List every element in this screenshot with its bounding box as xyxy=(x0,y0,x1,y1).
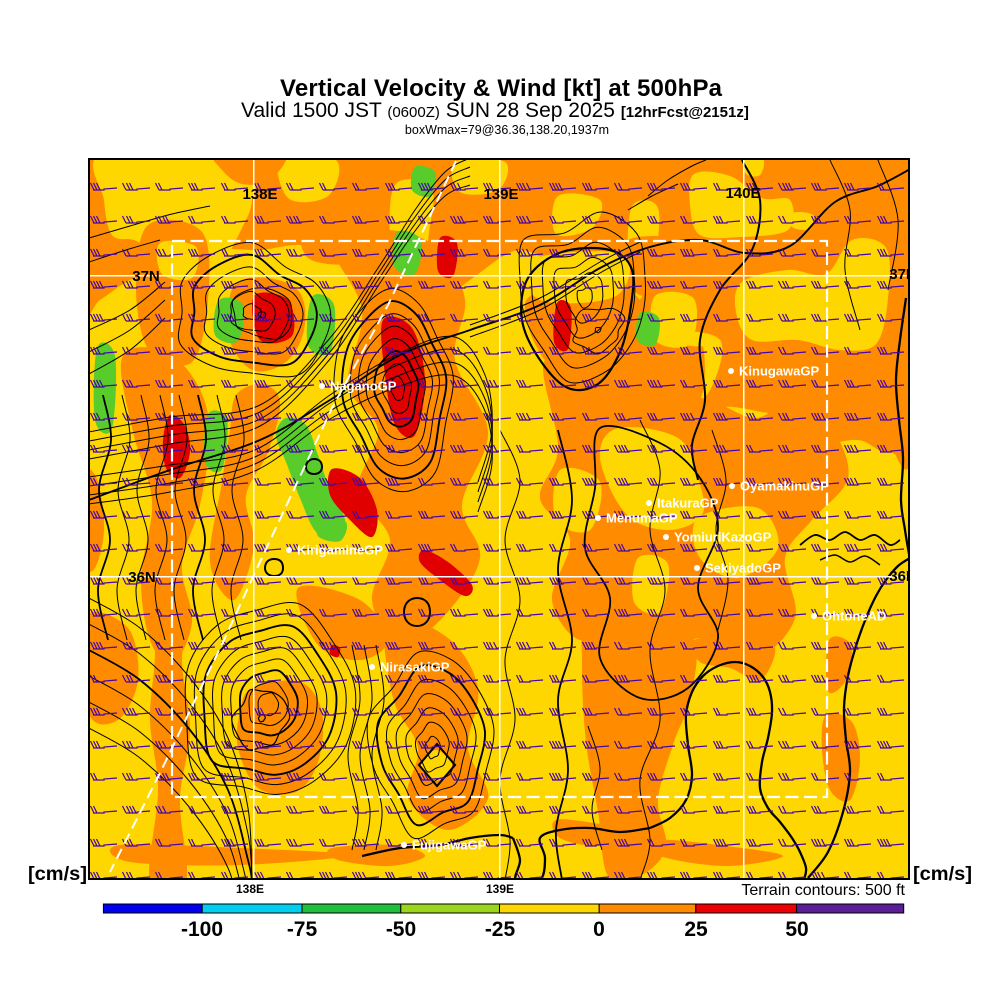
svg-text:-25: -25 xyxy=(485,918,516,941)
svg-text:YomiuriKazoGP: YomiuriKazoGP xyxy=(674,530,772,545)
svg-text:140E: 140E xyxy=(725,185,760,202)
svg-text:OyamakinuGP: OyamakinuGP xyxy=(740,479,829,494)
svg-text:boxWmax=79@36.36,138.20,1937m: boxWmax=79@36.36,138.20,1937m xyxy=(405,123,609,137)
svg-text:NaganoGP: NaganoGP xyxy=(330,379,397,394)
svg-text:0: 0 xyxy=(593,918,605,941)
svg-text:37N: 37N xyxy=(132,268,160,285)
svg-text:25: 25 xyxy=(684,918,708,941)
svg-text:-100: -100 xyxy=(181,918,223,941)
svg-text:Vertical Velocity & Wind [kt]: Vertical Velocity & Wind [kt] at 500hPa xyxy=(280,75,723,102)
svg-text:NirasakiGP: NirasakiGP xyxy=(380,660,450,675)
svg-text:36N: 36N xyxy=(889,568,917,585)
svg-text:Valid 1500 JST (0600Z) SUN 28: Valid 1500 JST (0600Z) SUN 28 Sep 2025 [… xyxy=(241,99,749,122)
svg-text:[cm/s]: [cm/s] xyxy=(28,864,87,885)
svg-text:SekiyadoGP: SekiyadoGP xyxy=(705,561,781,576)
svg-text:36N: 36N xyxy=(128,569,156,586)
svg-text:50: 50 xyxy=(785,918,808,941)
svg-text:138E: 138E xyxy=(236,882,264,896)
svg-text:[cm/s]: [cm/s] xyxy=(913,864,972,885)
svg-text:-50: -50 xyxy=(386,918,416,941)
svg-text:ItakuraGP: ItakuraGP xyxy=(657,496,719,511)
svg-text:37N: 37N xyxy=(889,266,917,283)
svg-text:OhtoneAD: OhtoneAD xyxy=(822,609,886,624)
svg-text:139E: 139E xyxy=(483,186,518,203)
svg-text:KirigamineGP: KirigamineGP xyxy=(297,543,383,558)
svg-text:139E: 139E xyxy=(486,882,514,896)
svg-text:Terrain contours: 500 ft: Terrain contours: 500 ft xyxy=(741,882,905,899)
svg-text:MenumaGP: MenumaGP xyxy=(606,511,678,526)
svg-text:FujigawaGP: FujigawaGP xyxy=(412,838,487,853)
svg-text:-75: -75 xyxy=(287,918,318,941)
svg-text:KinugawaGP: KinugawaGP xyxy=(739,364,820,379)
svg-text:138E: 138E xyxy=(242,186,277,203)
